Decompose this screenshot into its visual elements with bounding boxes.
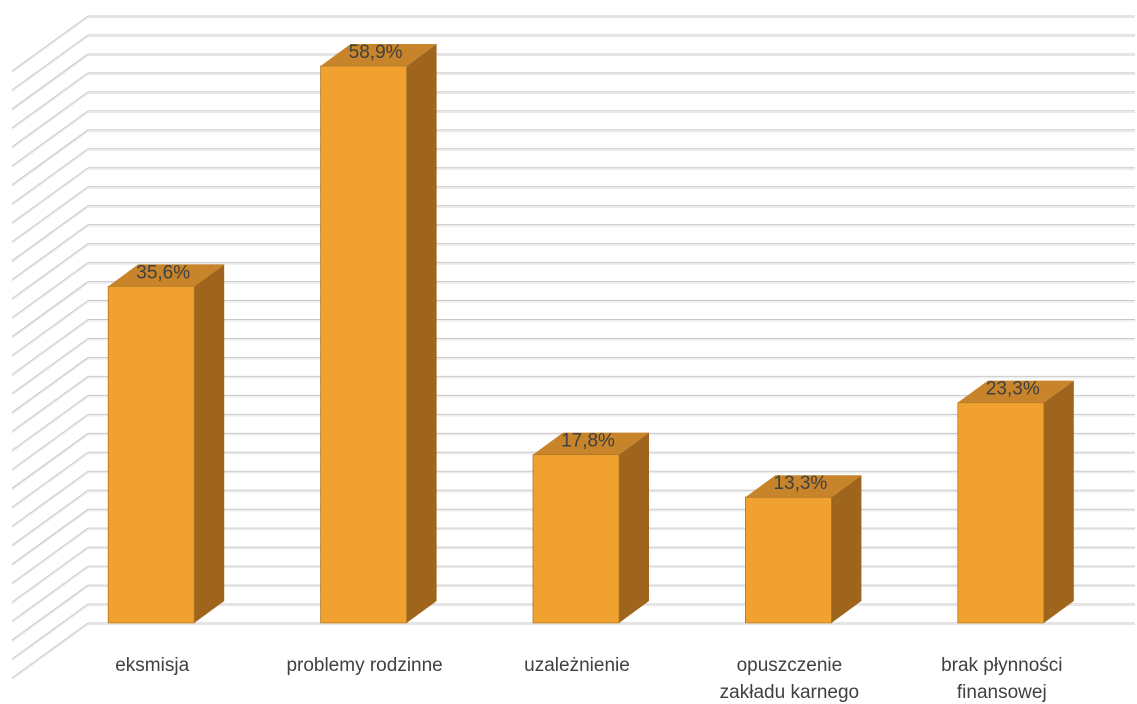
bar-front-face xyxy=(107,285,195,624)
gridline xyxy=(11,91,1135,149)
gridline xyxy=(11,319,1135,377)
gridline xyxy=(11,394,1135,453)
category-label: uzależnienie xyxy=(524,655,630,676)
data-label: 13,3% xyxy=(773,473,827,494)
bar xyxy=(957,380,1074,624)
bar-top-face xyxy=(108,264,225,287)
bar-side-face xyxy=(194,264,225,623)
bar xyxy=(107,264,225,624)
gridline xyxy=(11,34,1135,92)
category-label: brak płynności finansowej xyxy=(941,655,1062,703)
bar-front-face xyxy=(745,496,832,624)
bar-side-face xyxy=(406,44,437,623)
data-label: 35,6% xyxy=(136,262,190,283)
gridline xyxy=(11,356,1135,415)
gridlines xyxy=(11,15,1135,680)
bar xyxy=(745,475,862,624)
data-label: 17,8% xyxy=(561,431,615,452)
data-label: 58,9% xyxy=(349,42,403,63)
bar xyxy=(532,432,649,624)
bar-front-face xyxy=(957,402,1045,624)
gridline xyxy=(11,72,1135,130)
gridline xyxy=(11,300,1135,358)
gridline xyxy=(11,148,1135,206)
category-label: problemy rodzinne xyxy=(286,655,442,676)
bar-top-face xyxy=(957,380,1074,403)
gridline xyxy=(11,110,1135,168)
gridline xyxy=(11,53,1135,111)
bar-top-face xyxy=(745,475,862,498)
gridline xyxy=(11,15,1135,73)
gridline xyxy=(11,186,1135,244)
data-labels-group: 35,6% 58,9% 17,8% 13,3% 23,3% xyxy=(136,42,1040,494)
bars-group xyxy=(107,44,1074,624)
gridline xyxy=(11,224,1135,282)
bar xyxy=(320,44,437,624)
bar-top-face xyxy=(533,432,649,455)
gridline xyxy=(11,167,1135,225)
category-label: eksmisja xyxy=(115,655,189,676)
bar-side-face xyxy=(1043,380,1074,623)
category-labels-group: eksmisja problemy rodzinne uzależnienie opu… xyxy=(115,655,1062,703)
data-label: 23,3% xyxy=(986,379,1040,400)
bar-top-face xyxy=(320,44,437,66)
gridline xyxy=(11,262,1135,320)
gridline xyxy=(11,205,1135,263)
gridline xyxy=(11,281,1135,339)
gridline xyxy=(11,243,1135,301)
gridline xyxy=(11,375,1135,434)
bar-side-face xyxy=(619,432,649,623)
bar-front-face xyxy=(532,454,620,624)
bar-front-face xyxy=(320,65,408,624)
gridline xyxy=(11,129,1135,187)
bar-side-face xyxy=(831,475,862,623)
category-label: opuszczenie zakładu karnego xyxy=(720,655,859,703)
gridline xyxy=(11,337,1135,396)
